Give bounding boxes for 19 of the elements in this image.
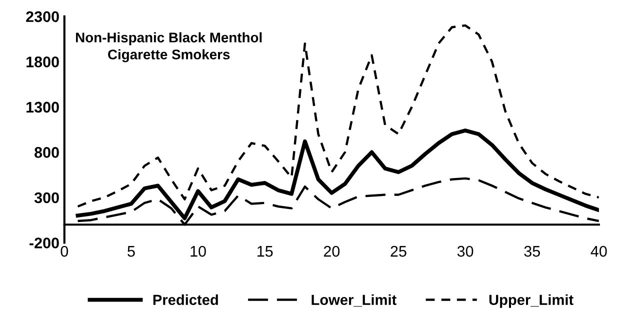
x-tick-label: 25	[390, 246, 406, 257]
legend-label: Lower_Limit	[312, 294, 396, 307]
x-tick-label: 40	[590, 246, 607, 257]
x-tick-label: 35	[524, 246, 540, 257]
x-tick-label: 5	[128, 246, 135, 257]
y-tick-label: 2300	[26, 11, 59, 22]
y-tick-label: -200	[30, 238, 59, 248]
x-tick-label: 30	[457, 246, 474, 257]
x-tick-label: 15	[258, 246, 273, 257]
legend-label: Upper_Limit	[489, 294, 574, 308]
y-tick-label: 800	[34, 147, 59, 158]
y-tick-label: 1800	[26, 56, 59, 68]
y-tick-label: 300	[34, 192, 59, 204]
x-tick-label: 10	[190, 246, 206, 257]
x-tick-label: 0	[60, 246, 68, 257]
x-tick-label: 20	[324, 246, 340, 257]
legend-label: Predicted	[153, 294, 218, 306]
y-tick-label: 1300	[26, 102, 59, 113]
text: Non-Hispanic Black Menthol Cigarette Smokers	[76, 32, 262, 62]
